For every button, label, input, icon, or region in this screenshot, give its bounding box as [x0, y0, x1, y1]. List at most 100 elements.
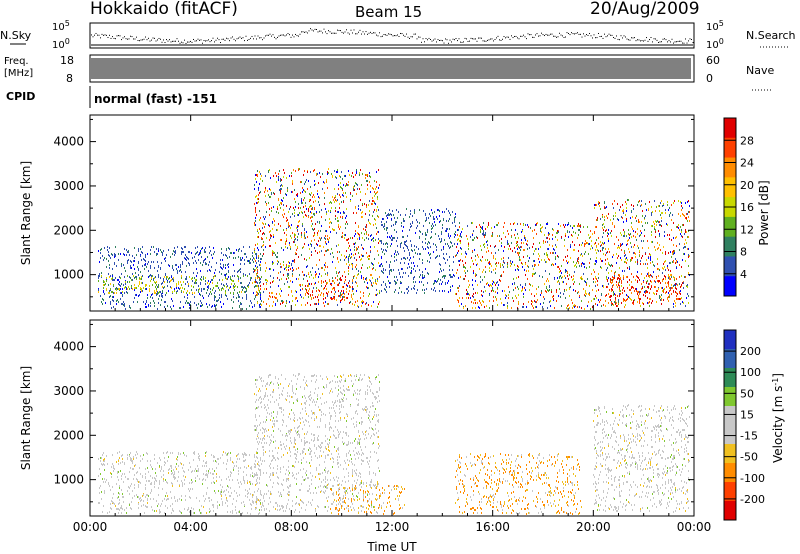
range-cell — [287, 187, 288, 189]
range-cell — [154, 305, 155, 307]
range-cell — [575, 232, 576, 234]
range-cell — [665, 282, 666, 284]
range-cell — [369, 255, 370, 257]
range-cell — [257, 294, 258, 296]
range-cell — [355, 182, 356, 184]
range-cell — [247, 260, 248, 262]
range-cell — [602, 260, 603, 262]
range-cell — [642, 210, 643, 212]
noise-point — [535, 34, 536, 36]
range-cell — [329, 280, 330, 282]
range-cell — [548, 290, 549, 292]
range-cell — [173, 280, 174, 282]
range-cell — [138, 262, 139, 264]
range-cell — [544, 234, 545, 236]
range-cell — [262, 233, 263, 235]
range-cell — [257, 198, 258, 200]
range-cell — [668, 285, 669, 287]
noise-point — [413, 33, 415, 35]
range-cell — [319, 211, 320, 213]
range-cell — [301, 304, 302, 306]
range-cell — [491, 265, 492, 267]
range-cell — [172, 291, 173, 293]
range-cell — [315, 183, 316, 185]
range-cell — [641, 240, 642, 242]
range-cell — [495, 258, 496, 260]
noise-point — [458, 38, 460, 40]
range-cell — [264, 226, 265, 228]
range-cell — [139, 281, 140, 283]
range-cell — [124, 248, 125, 250]
noise-point — [655, 38, 656, 40]
range-cell — [644, 286, 645, 288]
range-cell — [660, 224, 661, 226]
range-cell — [469, 284, 470, 286]
range-cell — [517, 286, 518, 288]
range-cell — [401, 225, 402, 227]
range-cell — [370, 274, 371, 276]
noise-point — [119, 35, 121, 37]
range-cell — [517, 241, 518, 243]
range-cell — [669, 214, 670, 216]
range-cell — [409, 259, 410, 261]
range-cell — [261, 246, 262, 248]
range-cell — [150, 296, 151, 298]
range-cell — [413, 268, 414, 270]
range-cell — [556, 232, 557, 234]
noise-point — [580, 33, 581, 35]
noise-point — [424, 41, 425, 43]
range-cell — [255, 217, 256, 219]
range-cell — [545, 261, 546, 263]
range-cell — [428, 217, 429, 219]
noise-point — [377, 35, 379, 37]
noise-point — [406, 33, 407, 35]
range-cell — [387, 232, 388, 234]
range-cell — [363, 248, 364, 250]
range-cell — [291, 290, 292, 292]
range-cell — [172, 267, 173, 269]
range-cell — [664, 266, 665, 268]
range-cell — [112, 299, 113, 301]
range-cell — [621, 244, 622, 246]
range-cell — [653, 271, 654, 273]
range-cell — [331, 173, 332, 175]
range-cell — [250, 279, 251, 281]
range-cell — [657, 268, 658, 270]
range-cell — [432, 212, 433, 214]
range-cell — [536, 233, 537, 235]
range-cell — [327, 238, 328, 240]
range-cell — [287, 247, 288, 249]
range-cell — [347, 285, 348, 287]
range-cell — [449, 269, 450, 271]
range-cell — [269, 196, 270, 198]
range-cell — [342, 178, 343, 180]
range-cell — [225, 264, 226, 266]
noise-point — [556, 36, 557, 38]
range-cell — [498, 222, 499, 224]
range-cell — [572, 307, 573, 309]
range-cell — [283, 169, 284, 171]
range-cell — [233, 292, 234, 294]
range-cell — [271, 192, 272, 194]
range-cell — [361, 254, 362, 256]
range-cell — [371, 274, 372, 276]
range-cell — [240, 277, 241, 279]
range-cell — [475, 307, 476, 309]
range-cell — [477, 254, 478, 256]
range-cell — [473, 293, 474, 295]
range-cell — [648, 286, 649, 288]
range-cell — [470, 236, 471, 238]
range-cell — [294, 261, 295, 263]
range-cell — [350, 257, 351, 259]
range-cell — [473, 263, 474, 265]
range-cell — [352, 264, 353, 266]
noise-point — [604, 33, 605, 35]
range-cell — [416, 219, 417, 221]
range-cell — [683, 253, 684, 255]
range-cell — [414, 209, 415, 211]
range-cell — [687, 248, 688, 250]
range-cell — [356, 169, 357, 171]
range-cell — [626, 294, 627, 296]
range-cell — [330, 297, 331, 299]
noise-point — [463, 41, 464, 43]
